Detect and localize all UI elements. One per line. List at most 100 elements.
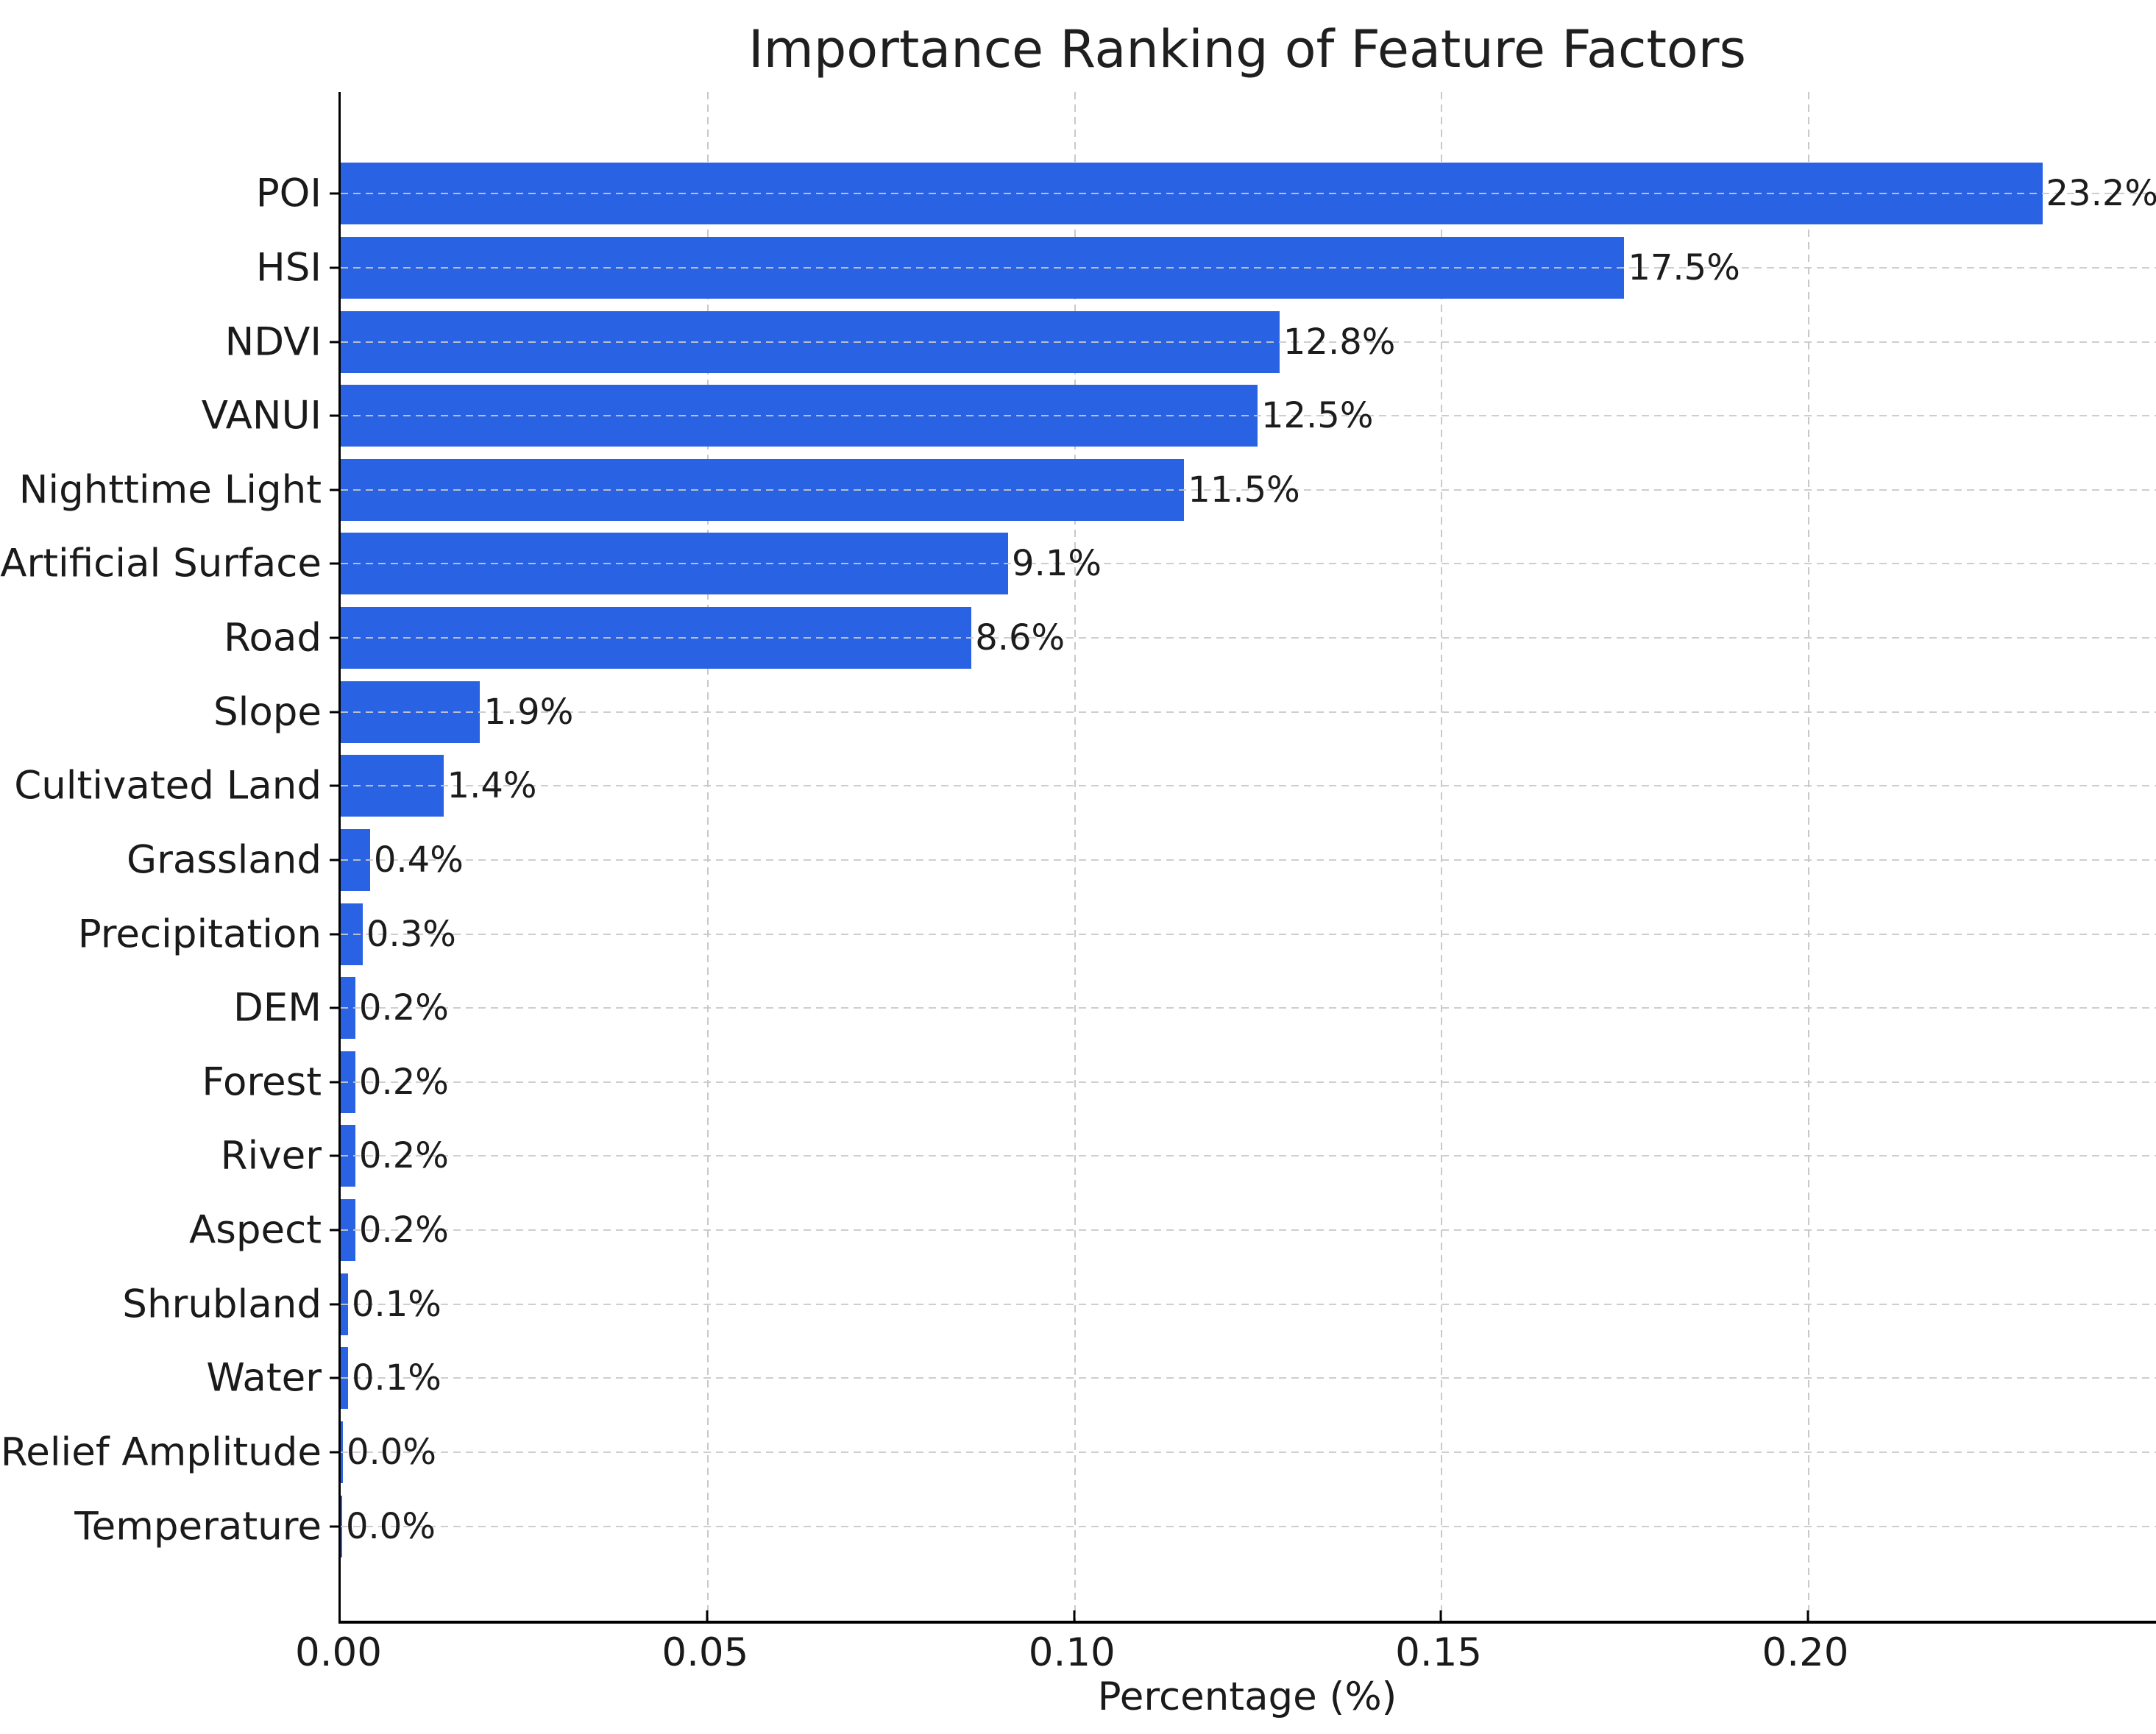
horizontal-gridline [341,933,2156,935]
y-tick-mark [330,266,338,269]
y-tick-mark [330,341,338,344]
value-label: 0.4% [373,839,464,881]
bar-row: River 0.2% [221,1119,2156,1193]
bar-row: Cultivated Land 1.4% [14,749,2156,823]
category-label: Forest [202,1059,322,1105]
horizontal-gridline [341,415,2156,417]
value-label: 0.2% [358,1061,449,1103]
bar-row: Grassland 0.4% [127,823,2156,898]
horizontal-gridline [341,1155,2156,1157]
value-label: 0.2% [358,1209,449,1251]
category-label: Aspect [188,1207,322,1253]
value-label: 1.4% [447,765,537,807]
category-label: NDVI [224,319,322,365]
y-tick-mark [330,1303,338,1306]
value-label: 1.9% [483,691,574,733]
value-label: 0.1% [351,1357,442,1399]
y-tick-mark [330,1154,338,1157]
chart-title: Importance Ranking of Feature Factors [748,19,1746,79]
category-label: Nighttime Light [18,467,322,513]
category-label: Artificial Surface [0,541,322,586]
bar-rows: POI 23.2% HSI 17.5% NDVI 12.8% VANUI 12.… [0,92,2156,1621]
bar-row: Precipitation 0.3% [78,897,2156,971]
bar-row: POI 23.2% [256,157,2156,231]
horizontal-gridline [341,341,2156,343]
horizontal-gridline [341,1451,2156,1453]
bar-row: Shrubland 0.1% [122,1267,2156,1341]
value-label: 23.2% [2046,173,2156,215]
horizontal-gridline [341,1303,2156,1305]
x-tick-mark [1439,1610,1442,1621]
horizontal-gridline [341,859,2156,861]
value-label: 17.5% [1628,246,1740,288]
category-label: POI [255,171,322,216]
y-tick-mark [330,933,338,936]
value-label: 0.0% [346,1431,436,1473]
horizontal-gridline [341,637,2156,639]
horizontal-gridline [341,488,2156,491]
value-label: 0.2% [358,1135,449,1177]
y-tick-mark [330,1525,338,1528]
bar-row: Road 8.6% [224,601,2156,675]
value-label: 0.1% [351,1283,442,1325]
category-label: VANUI [201,393,322,438]
bar-row: HSI 17.5% [256,231,2156,305]
category-label: HSI [255,245,322,291]
horizontal-gridline [341,193,2156,195]
vertical-gridline [1074,92,1076,1621]
bar-row: Water 0.1% [206,1341,2156,1415]
plot-area: POI 23.2% HSI 17.5% NDVI 12.8% VANUI 12.… [0,92,2156,1624]
y-tick-mark [330,1451,338,1454]
horizontal-gridline [341,1525,2156,1527]
category-label: Grassland [127,837,322,883]
horizontal-gridline [341,1081,2156,1083]
category-label: River [220,1133,322,1179]
category-label: Water [206,1355,322,1401]
bar-row: Slope 1.9% [213,675,2156,749]
x-axis-label: Percentage (%) [1097,1674,1397,1719]
x-tick-label: 0.05 [662,1630,749,1675]
value-label: 12.8% [1283,321,1396,363]
value-label: 0.3% [366,913,456,955]
y-tick-mark [330,562,338,565]
bar-row: NDVI 12.8% [225,305,2156,379]
x-tick-label: 0.10 [1028,1630,1116,1675]
bar-row: Nighttime Light 11.5% [19,453,2156,527]
horizontal-gridline [341,1229,2156,1232]
horizontal-gridline [341,266,2156,269]
value-label: 0.2% [358,987,449,1029]
category-label: Shrubland [122,1282,322,1327]
category-label: Precipitation [77,912,322,957]
category-label: DEM [233,985,322,1031]
y-tick-mark [330,859,338,861]
category-label: Cultivated Land [14,763,322,809]
bar-row: DEM 0.2% [233,971,2156,1045]
bar-row: Aspect 0.2% [189,1193,2156,1268]
category-label: Road [224,615,322,661]
y-tick-mark [330,784,338,787]
x-tick-label: 0.00 [294,1630,383,1675]
category-label: Relief Amplitude [0,1429,322,1475]
value-label: 8.6% [975,617,1065,659]
y-tick-mark [330,192,338,195]
bar-row: Temperature 0.0% [74,1489,2156,1563]
horizontal-gridline [341,785,2156,787]
y-tick-mark [330,414,338,417]
bar-row: VANUI 12.5% [202,379,2156,453]
x-tick-label: 0.15 [1395,1630,1483,1675]
value-label: 12.5% [1260,395,1374,437]
horizontal-gridline [341,1007,2156,1009]
bar-row: Artificial Surface 9.1% [0,527,2156,601]
y-tick-mark [330,711,338,714]
y-tick-mark [330,636,338,639]
value-label: 0.0% [345,1505,436,1547]
x-tick-mark [1806,1610,1809,1621]
vertical-gridline [707,92,709,1621]
vertical-gridline [1807,92,1809,1621]
category-label: Temperature [74,1504,322,1549]
category-label: Slope [213,689,322,735]
x-tick-label: 0.20 [1762,1630,1849,1675]
horizontal-gridline [341,563,2156,565]
y-tick-mark [330,1376,338,1379]
